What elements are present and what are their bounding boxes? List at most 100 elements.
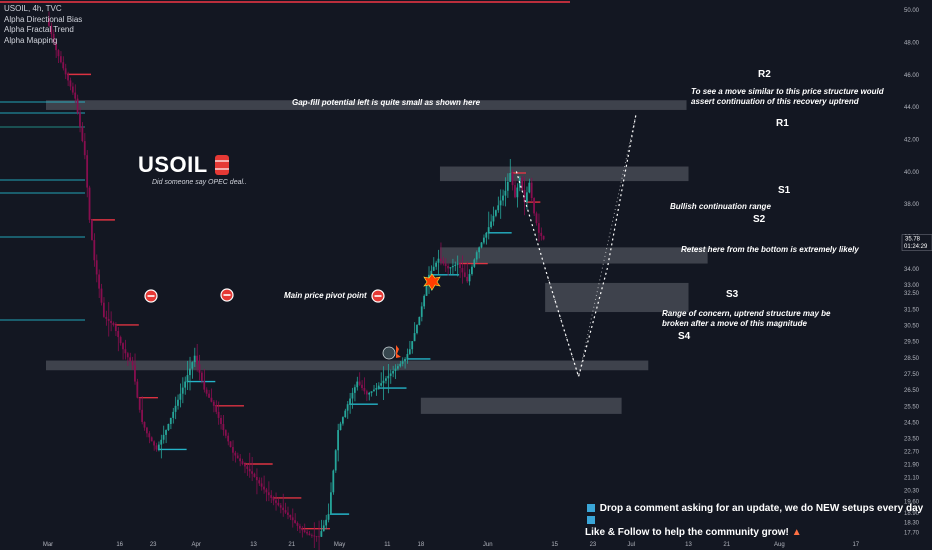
chart-legend: USOIL, 4h, TVC Alpha Directional Bias Al… (4, 4, 82, 46)
levels-layer (0, 1, 570, 530)
candle-body (361, 384, 363, 389)
candle-body (88, 187, 91, 220)
zone-r2 (46, 100, 687, 110)
time-tick-label: Aug (774, 542, 785, 548)
ticker-subtitle: Did someone say OPEC deal.. (152, 179, 247, 186)
candle-body (81, 126, 84, 142)
price-tick-label: 34.00 (904, 267, 920, 273)
price-tick-label: 30.50 (904, 323, 920, 329)
time-tick-label: 11 (384, 542, 391, 548)
footer-line1: Drop a comment asking for an update, we … (599, 503, 924, 514)
candle-body (167, 423, 170, 431)
price-tick-label: 32.50 (904, 291, 920, 297)
zone-s2 (545, 282, 689, 313)
time-axis[interactable]: Mar 16 23 Apr 13 21 May 11 18 Jun 15 23 Jul 13 21 Aug 17 (43, 542, 860, 548)
time-tick-label: 17 (852, 542, 859, 548)
candle-body (423, 295, 426, 307)
candle-body (289, 514, 292, 518)
candle-body (265, 489, 268, 493)
candle-body (52, 33, 55, 43)
candle-body (165, 430, 167, 435)
candle-body (499, 200, 502, 206)
price-tick-label: 28.50 (904, 356, 920, 362)
time-tick-label: 21 (288, 542, 295, 548)
candle-body (155, 445, 158, 450)
candle-body (526, 192, 528, 203)
candle-body (224, 430, 227, 436)
candle-body (143, 421, 146, 428)
candle-body (114, 324, 117, 332)
candle-body (437, 258, 440, 263)
candle-body (363, 388, 366, 392)
candle-body (287, 512, 289, 515)
legend-symbol[interactable]: USOIL, 4h, TVC (4, 4, 62, 13)
time-tick-label: Jul (627, 542, 635, 548)
candle-body (315, 535, 318, 537)
candle-body (387, 375, 390, 379)
price-tick-label: 42.00 (904, 138, 920, 144)
candle-body (210, 397, 213, 402)
fire-icon (396, 345, 401, 358)
price-tick-label: 23.50 (904, 437, 920, 443)
candle-body (523, 189, 526, 203)
candle-body (313, 535, 316, 537)
candle-body (134, 365, 136, 382)
price-tick-label: 18.90 (904, 511, 920, 517)
candle-body (112, 322, 115, 325)
candle-body (368, 392, 371, 395)
price-tick-label: 26.50 (904, 388, 920, 394)
time-tick-label: 13 (250, 542, 257, 548)
price-tick-label: 33.00 (904, 283, 920, 289)
candle-body (502, 195, 504, 201)
zone-label-r2: R2 (758, 69, 771, 80)
candle-body (521, 177, 524, 190)
candle-body (365, 391, 368, 395)
candle-body (267, 492, 270, 496)
candle-body (251, 471, 253, 474)
candle-body (246, 466, 249, 469)
candle-body (389, 373, 392, 376)
fire-icon: ▲ (791, 527, 802, 538)
legend-indicator-mapping[interactable]: Alpha Mapping (4, 35, 58, 45)
price-axis[interactable]: 50.0048.0046.0044.0042.0040.0038.0036.00… (901, 0, 932, 550)
candle-body (542, 236, 545, 240)
candle-body (418, 316, 421, 325)
candle-body (222, 423, 225, 431)
candle-body (375, 388, 378, 390)
time-tick-label: 21 (723, 542, 730, 548)
candle-body (530, 182, 533, 199)
candle-body (74, 92, 77, 99)
candle-body (186, 375, 189, 382)
legend-indicator-bias[interactable]: Alpha Directional Bias (4, 14, 83, 24)
candle-body (136, 381, 139, 398)
candle-body (102, 302, 105, 317)
candle-body (215, 405, 218, 412)
candle-body (394, 368, 397, 372)
time-tick-label: 13 (685, 542, 692, 548)
candle-body (153, 441, 155, 446)
candle-body (296, 523, 299, 526)
candle-body (232, 447, 234, 453)
candle-body (169, 417, 172, 424)
candle-body (243, 464, 246, 467)
candle-body (408, 349, 411, 355)
arrow-icon (587, 516, 595, 524)
candle-body (291, 517, 294, 521)
candle-body (64, 68, 67, 75)
explosion-icon (423, 273, 441, 291)
candle-body (449, 267, 452, 269)
legend-indicator-fractal[interactable]: Alpha Fractal Trend (4, 25, 74, 34)
candle-body (122, 343, 124, 350)
candle-body (461, 267, 464, 273)
candle-body (105, 316, 108, 319)
price-tick-label: 29.50 (904, 340, 920, 346)
candle-body (234, 452, 237, 456)
candle-body (148, 433, 151, 438)
candle-body (217, 411, 220, 418)
candle-body (255, 476, 258, 481)
annotation-bullish: Bullish continuation range (670, 202, 771, 211)
candle-body (339, 423, 342, 431)
last-price-tag (901, 234, 932, 251)
price-tick-label: 19.60 (904, 500, 920, 506)
